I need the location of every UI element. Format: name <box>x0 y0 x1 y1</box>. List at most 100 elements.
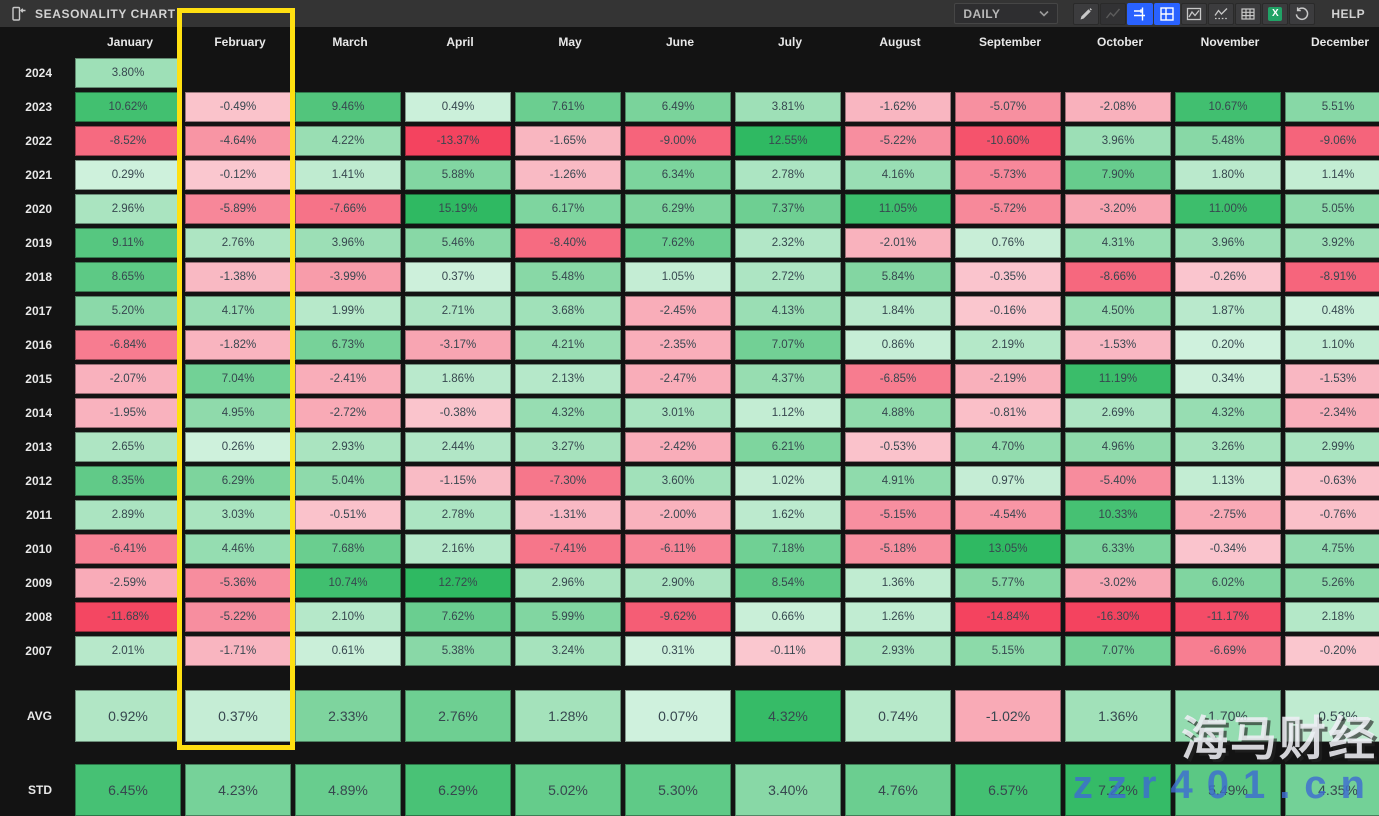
sparkline-icon <box>1106 8 1121 18</box>
year-row-2023: 2023 10.62% -0.49% 9.46% 0.49% 7.61% 6.49% 3.81… <box>0 90 1379 124</box>
data-table-button[interactable] <box>1235 2 1262 25</box>
year-row-2007: 2007 2.01% -1.71% 0.61% 5.38% 3.24% 0.31% -0.11… <box>0 634 1379 668</box>
heatmap-cell-2011-june: -2.00% <box>625 500 731 530</box>
reset-button[interactable] <box>1289 2 1316 25</box>
heatmap-cell-2018-march: -3.99% <box>295 262 401 292</box>
heatmap-cell-2011-february: 3.03% <box>185 500 291 530</box>
heatmap-cell-2010-september: 13.05% <box>955 534 1061 564</box>
year-row-2022: 2022 -8.52% -4.64% 4.22% -13.37% -1.65% -9.00%… <box>0 124 1379 158</box>
heatmap-cell-2019-october: 4.31% <box>1065 228 1171 258</box>
heatmap-cell-2009-august: 1.36% <box>845 568 951 598</box>
heatmap-cell-2007-february: -1.71% <box>185 636 291 666</box>
heatmap-cell-avg-january: 0.92% <box>75 690 181 742</box>
heatmap-cell-2008-january: -11.68% <box>75 602 181 632</box>
year-label: 2018 <box>25 270 52 284</box>
year-label: 2011 <box>25 508 52 522</box>
heatmap-cell-2021-july: 2.78% <box>735 160 841 190</box>
heatmap-cell-2011-july: 1.62% <box>735 500 841 530</box>
year-label: 2023 <box>25 100 52 114</box>
heatmap-cell-avg-november: 1.70% <box>1175 690 1281 742</box>
heatmap-cell-2009-september: 5.77% <box>955 568 1061 598</box>
heatmap-cell-2018-august: 5.84% <box>845 262 951 292</box>
heatmap-cell-2010-december: 4.75% <box>1285 534 1379 564</box>
heatmap-cell-2022-april: -13.37% <box>405 126 511 156</box>
heatmap-cell-2021-may: -1.26% <box>515 160 621 190</box>
heatmap-cell-2010-march: 7.68% <box>295 534 401 564</box>
heatmap-cell-2013-october: 4.96% <box>1065 432 1171 462</box>
heatmap-cell-2010-june: -6.11% <box>625 534 731 564</box>
heatmap-cell-2007-april: 5.38% <box>405 636 511 666</box>
heatmap-cell-2024-september <box>955 58 1061 88</box>
heatmap-cell-2023-march: 9.46% <box>295 92 401 122</box>
year-row-2020: 2020 2.96% -5.89% -7.66% 15.19% 6.17% 6.29% 7.3… <box>0 192 1379 226</box>
heatmap-cell-avg-july: 4.32% <box>735 690 841 742</box>
grid-layout-button[interactable] <box>1154 2 1181 25</box>
year-row-2016: 2016 -6.84% -1.82% 6.73% -3.17% 4.21% -2.35% 7.… <box>0 328 1379 362</box>
year-label: 2009 <box>25 576 52 590</box>
brush-icon <box>1080 7 1093 19</box>
heatmap-cell-2015-april: 1.86% <box>405 364 511 394</box>
month-header-december: December <box>1310 34 1370 49</box>
heatmap-cell-2024-february <box>185 58 291 88</box>
heatmap-cell-2021-september: -5.73% <box>955 160 1061 190</box>
heatmap-cell-2021-june: 6.34% <box>625 160 731 190</box>
heatmap-cell-2024-may <box>515 58 621 88</box>
heatmap-cell-2020-december: 5.05% <box>1285 194 1379 224</box>
heatmap-cell-2024-january: 3.80% <box>75 58 181 88</box>
heatmap-cell-2011-october: 10.33% <box>1065 500 1171 530</box>
baseline-chart-button[interactable] <box>1208 2 1235 25</box>
heatmap-cell-2024-october <box>1065 58 1171 88</box>
timeframe-dropdown[interactable]: DAILY <box>954 3 1059 24</box>
heatmap-cell-2014-july: 1.12% <box>735 398 841 428</box>
summary-label: AVG <box>26 709 52 723</box>
line-chart-button[interactable] <box>1181 2 1208 25</box>
heatmap-cell-2015-may: 2.13% <box>515 364 621 394</box>
excel-export-button[interactable]: X <box>1262 2 1289 25</box>
heatmap-cell-2018-may: 5.48% <box>515 262 621 292</box>
heatmap-cell-2016-september: 2.19% <box>955 330 1061 360</box>
heatmap-cell-std-august: 4.76% <box>845 764 951 816</box>
heatmap-cell-std-april: 6.29% <box>405 764 511 816</box>
heatmap-cell-2010-april: 2.16% <box>405 534 511 564</box>
heatmap-cell-2018-february: -1.38% <box>185 262 291 292</box>
brush-button[interactable] <box>1073 2 1100 25</box>
collapse-panel-icon[interactable] <box>10 5 27 22</box>
heatmap-cell-2016-march: 6.73% <box>295 330 401 360</box>
grid-layout-icon <box>1160 6 1175 21</box>
heatmap-cell-2008-may: 5.99% <box>515 602 621 632</box>
year-label: 2019 <box>25 236 52 250</box>
heatmap-cell-2018-september: -0.35% <box>955 262 1061 292</box>
heatmap-cell-2014-march: -2.72% <box>295 398 401 428</box>
heatmap-cell-2021-august: 4.16% <box>845 160 951 190</box>
heatmap-cell-2014-may: 4.32% <box>515 398 621 428</box>
heatmap-cell-2024-august <box>845 58 951 88</box>
baseline-chart-icon <box>1214 7 1228 19</box>
heatmap-cell-2014-june: 3.01% <box>625 398 731 428</box>
heatmap-cell-2018-april: 0.37% <box>405 262 511 292</box>
year-row-2015: 2015 -2.07% 7.04% -2.41% 1.86% 2.13% -2.47% 4.3… <box>0 362 1379 396</box>
heatmap-cell-2007-december: -0.20% <box>1285 636 1379 666</box>
heatmap-cell-2017-october: 4.50% <box>1065 296 1171 326</box>
heatmap-cell-2012-november: 1.13% <box>1175 466 1281 496</box>
heatmap-cell-2009-november: 6.02% <box>1175 568 1281 598</box>
help-button[interactable]: HELP <box>1331 6 1365 21</box>
heatmap-cell-2008-november: -11.17% <box>1175 602 1281 632</box>
summary-row-avg: AVG 0.92% 0.37% 2.33% 2.76% 1.28% 0.07% 4.32% 0.… <box>0 690 1379 742</box>
heatmap-cell-avg-february: 0.37% <box>185 690 291 742</box>
sparkline-button[interactable] <box>1100 2 1127 25</box>
summary-grid: AVG 0.92% 0.37% 2.33% 2.76% 1.28% 0.07% 4.32% 0.… <box>0 690 1379 816</box>
heatmap-cell-2019-july: 2.32% <box>735 228 841 258</box>
axis-scale-button[interactable] <box>1127 2 1154 25</box>
heatmap-cell-2010-july: 7.18% <box>735 534 841 564</box>
year-label: 2024 <box>25 66 52 80</box>
heatmap-cell-2014-april: -0.38% <box>405 398 511 428</box>
heatmap-cell-2024-december <box>1285 58 1379 88</box>
heatmap-cell-2024-march <box>295 58 401 88</box>
heatmap-cell-2020-january: 2.96% <box>75 194 181 224</box>
heatmap-cell-2008-february: -5.22% <box>185 602 291 632</box>
heatmap-cell-2018-november: -0.26% <box>1175 262 1281 292</box>
heatmap-cell-std-september: 6.57% <box>955 764 1061 816</box>
heatmap-cell-2020-february: -5.89% <box>185 194 291 224</box>
month-header-march: March <box>332 34 368 49</box>
heatmap-cell-2012-october: -5.40% <box>1065 466 1171 496</box>
